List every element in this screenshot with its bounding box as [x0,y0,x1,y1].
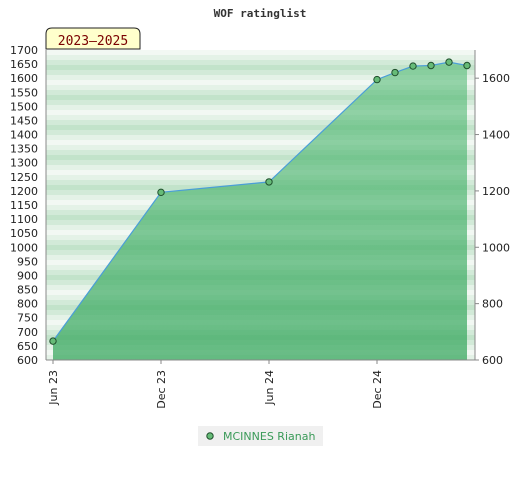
left-tick-label: 600 [17,354,38,367]
legend-label: MCINNES Rianah [223,430,315,443]
background-band [46,70,475,75]
x-tick-label: Jun 24 [263,370,276,406]
right-tick-label: 600 [482,354,503,367]
left-tick-label: 700 [17,326,38,339]
background-band [46,170,475,175]
data-point [157,188,165,197]
data-point [265,178,273,186]
left-tick-label: 1700 [10,44,38,57]
data-point [409,62,417,70]
axes [45,50,476,361]
background-band [46,165,475,170]
background-band [46,115,475,120]
legend: MCINNES Rianah [198,426,323,446]
right-tick-label: 800 [482,298,503,311]
left-tick-label: 1000 [10,241,38,254]
left-tick-label: 1200 [10,185,38,198]
background-band [46,175,475,180]
data-point [463,61,471,70]
legend-marker [206,432,214,440]
background-band [46,50,475,55]
right-tick-label: 1400 [482,129,510,142]
left-tick-label: 1500 [10,100,38,113]
background-band [46,95,475,100]
background-band [46,135,475,140]
right-tick-label: 1200 [482,185,510,198]
background-band [46,55,475,60]
x-tick-label: Jun 23 [47,370,60,406]
data-point [49,337,57,345]
data-point [373,75,381,84]
left-tick-label: 900 [17,269,38,282]
left-tick-label: 650 [17,340,38,353]
background-band [46,105,475,110]
left-tick-label: 800 [17,298,38,311]
background-band [46,130,475,135]
left-tick-label: 750 [17,312,38,325]
left-tick-label: 1150 [10,199,38,212]
background-band [46,110,475,115]
background-band [46,155,475,160]
background-band [46,150,475,155]
right-axis-ticks: 600 800 1000 1200 1400 1600 [475,72,510,367]
left-tick-label: 1350 [10,143,38,156]
left-tick-label: 1100 [10,213,38,226]
series-area [53,62,467,360]
left-tick-label: 1050 [10,227,38,240]
legend-box [198,426,323,446]
left-tick-label: 1550 [10,86,38,99]
background-band [46,80,475,85]
left-tick-label: 1600 [10,72,38,85]
background-band [46,120,475,125]
left-tick-label: 1300 [10,157,38,170]
left-tick-label: 950 [17,255,38,268]
period-badge-text: 2023–2025 [58,34,128,49]
right-tick-label: 1600 [482,72,510,85]
left-tick-label: 1650 [10,58,38,71]
data-point [391,68,399,77]
x-axis-ticks: Jun 23 Dec 23 Jun 24 Dec 24 [47,360,384,409]
background-band [46,60,475,65]
data-points [49,58,471,345]
left-tick-label: 1450 [10,114,38,127]
background-band [46,90,475,95]
chart-title: WOF ratinglist [214,7,307,20]
period-badge: 2023–2025 [45,27,141,50]
left-tick-label: 850 [17,284,38,297]
data-point [445,58,453,66]
left-tick-label: 1250 [10,171,38,184]
left-tick-label: 1400 [10,129,38,142]
background-band [46,75,475,80]
background-band [46,125,475,130]
background-band [46,145,475,150]
data-point [427,61,435,70]
background-band [46,160,475,165]
x-tick-label: Dec 24 [371,370,384,409]
background-band [46,85,475,90]
background-band [46,140,475,145]
right-tick-label: 1000 [482,241,510,254]
background-band [46,65,475,70]
background-band [46,100,475,105]
x-tick-label: Dec 23 [155,370,168,409]
